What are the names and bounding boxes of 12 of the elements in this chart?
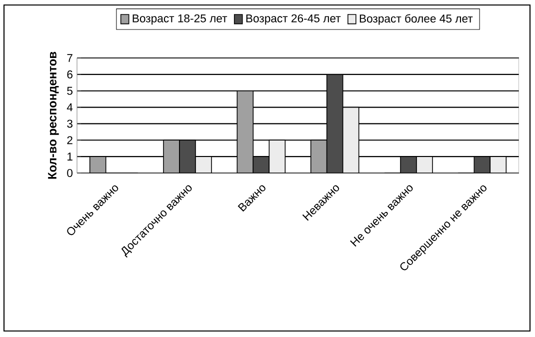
y-axis-title: Кол-во респондентов: [48, 52, 59, 179]
y-tick-label: 3: [67, 120, 72, 128]
y-tick-label: 7: [67, 54, 72, 62]
y-tick-label: 5: [67, 86, 72, 95]
y-tick-label: 0: [67, 169, 73, 178]
legend-label: Возраст более 45 лет: [360, 14, 473, 25]
y-tick-label: 1: [68, 152, 72, 160]
legend-label: Возраст 18-25 лет: [132, 14, 228, 25]
y-tick-label: 6: [67, 70, 72, 78]
y-tick-label: 4: [66, 103, 73, 112]
y-tick-label: 2: [67, 136, 72, 144]
legend-label: Возраст 26-45 лет: [246, 14, 341, 25]
